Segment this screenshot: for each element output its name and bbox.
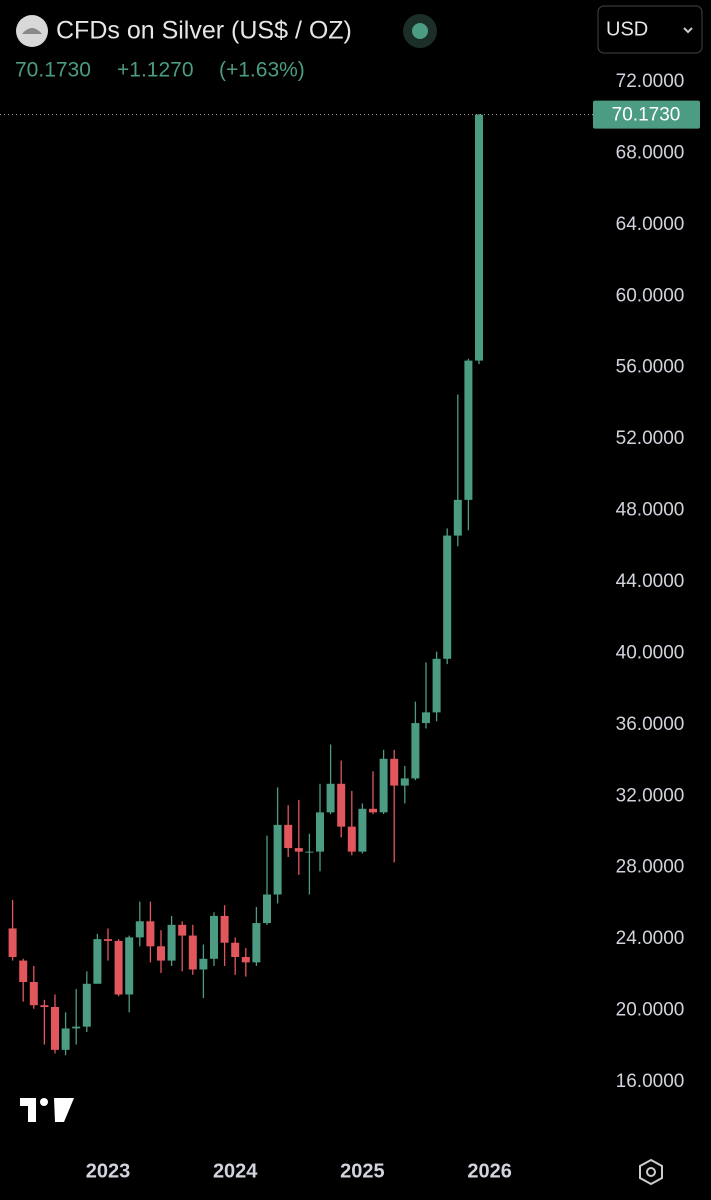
- change: +1.1270: [117, 59, 194, 82]
- candle-body: [379, 758, 388, 813]
- candle-body: [390, 758, 399, 786]
- candle-body: [453, 499, 462, 536]
- candle-body: [443, 535, 452, 659]
- y-tick-label: 40.0000: [616, 642, 685, 663]
- y-tick-label: 72.0000: [616, 71, 685, 92]
- tradingview-logo: [20, 1098, 74, 1122]
- candle-body: [19, 960, 28, 982]
- logo-part: [40, 1098, 48, 1106]
- candle-body: [326, 783, 335, 813]
- y-tick-label: 32.0000: [616, 785, 685, 806]
- currency-box[interactable]: [597, 5, 703, 54]
- candle-body: [51, 1007, 59, 1050]
- candle-body: [284, 824, 293, 849]
- candle-body: [475, 114, 483, 361]
- x-tick-label: 2024: [213, 1160, 258, 1182]
- y-tick-label: 60.0000: [616, 285, 685, 306]
- candle-body: [316, 812, 324, 852]
- candle-body: [61, 1028, 70, 1050]
- candle-body: [432, 658, 441, 713]
- y-tick-label: 20.0000: [616, 1000, 685, 1021]
- candle-body: [72, 1026, 81, 1029]
- candle-body: [337, 783, 346, 827]
- candle-body: [146, 921, 155, 947]
- y-tick-label: 52.0000: [616, 428, 685, 449]
- x-tick-label: 2026: [467, 1160, 512, 1182]
- y-tick-label: 68.0000: [616, 142, 685, 163]
- candle-body: [199, 958, 208, 970]
- candle-body: [167, 924, 176, 961]
- last-price-label: 70.1730: [612, 105, 681, 126]
- settings-button[interactable]: [639, 1158, 663, 1186]
- y-tick-label: 16.0000: [616, 1071, 685, 1092]
- status-dot: [412, 23, 428, 39]
- candle-body: [252, 923, 261, 963]
- candle-body: [220, 915, 229, 943]
- candle-body: [8, 928, 17, 957]
- candle-body: [210, 915, 218, 959]
- chart-title: CFDs on Silver (US$ / OZ): [56, 17, 352, 45]
- x-tick-label: 2023: [86, 1160, 131, 1182]
- candle-body: [369, 808, 377, 813]
- y-tick-label: 56.0000: [616, 357, 685, 378]
- y-tick-label: 28.0000: [616, 857, 685, 878]
- candle-body: [464, 360, 473, 500]
- candle-body: [29, 982, 38, 1006]
- currency-label[interactable]: USD: [606, 18, 648, 40]
- candle-body: [114, 940, 123, 995]
- candle-body: [422, 712, 430, 724]
- candle-body: [400, 778, 409, 786]
- x-tick-label: 2025: [340, 1160, 385, 1182]
- y-tick-label: 36.0000: [616, 714, 685, 735]
- change-percent: (+1.63%): [219, 59, 305, 82]
- last-price-box: [593, 100, 700, 129]
- logo-part: [54, 1098, 74, 1122]
- dropdown-arrow[interactable]: [683, 27, 693, 34]
- candle-body: [82, 983, 91, 1027]
- candle-body: [40, 1005, 49, 1007]
- candle-body: [125, 937, 134, 995]
- candle-body: [93, 939, 102, 984]
- candle-body: [188, 935, 197, 970]
- candle-body: [305, 851, 314, 853]
- candle-body: [178, 924, 187, 936]
- candle-body: [273, 824, 282, 895]
- candle-body: [411, 723, 420, 779]
- currency-select[interactable]: USD: [597, 5, 703, 54]
- candle-body: [294, 848, 303, 852]
- candle-body: [157, 946, 165, 961]
- y-tick-label: 48.0000: [616, 500, 685, 521]
- candle-body: [347, 826, 356, 852]
- candle-body: [263, 894, 271, 924]
- logo-part: [20, 1098, 36, 1122]
- symbol-icon-shape: [22, 28, 42, 34]
- candle-body: [104, 939, 112, 941]
- candle-body: [135, 921, 144, 938]
- settings-icon[interactable]: [639, 1158, 663, 1186]
- settings-icon-center[interactable]: [646, 1167, 656, 1177]
- candle-body: [241, 957, 250, 963]
- y-tick-label: 24.0000: [616, 928, 685, 949]
- price: 70.1730: [15, 59, 91, 82]
- y-tick-label: 64.0000: [616, 214, 685, 235]
- y-tick-label: 44.0000: [616, 571, 685, 592]
- candle-body: [231, 942, 240, 957]
- candle-body: [358, 808, 367, 852]
